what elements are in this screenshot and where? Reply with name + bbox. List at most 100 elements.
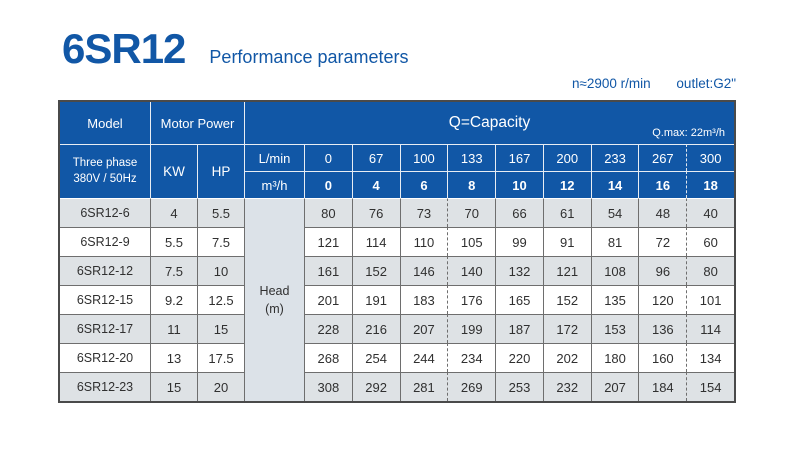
m3h-value-cell: 0 [304, 171, 352, 198]
head-value-cell: 96 [638, 256, 687, 285]
speed-note: n≈2900 r/min [571, 76, 651, 91]
head-value-cell: 161 [304, 256, 352, 285]
head-value-cell: 80 [686, 256, 734, 285]
head-value-cell: 54 [590, 198, 639, 227]
head-value-cell: 73 [399, 198, 448, 227]
head-value-cell: 187 [495, 314, 543, 343]
head-value-cell: 76 [351, 198, 400, 227]
head-value-cell: 220 [495, 343, 543, 372]
model-cell: 6SR12-6 [60, 198, 150, 227]
header-capacity: Q=Capacity Q.max: 22m³/h [244, 102, 734, 144]
head-value-cell: 80 [304, 198, 352, 227]
lmin-value-cell: 0 [304, 144, 352, 171]
kw-cell: 15 [150, 372, 197, 401]
header-lmin: L/min [244, 144, 304, 171]
lmin-value-cell: 167 [495, 144, 543, 171]
head-value-cell: 160 [638, 343, 687, 372]
head-value-cell: 48 [638, 198, 687, 227]
head-value-cell: 180 [590, 343, 639, 372]
kw-cell: 13 [150, 343, 197, 372]
hp-cell: 12.5 [197, 285, 244, 314]
head-value-cell: 136 [638, 314, 687, 343]
head-value-cell: 40 [686, 198, 734, 227]
head-value-cell: 153 [590, 314, 639, 343]
head-value-cell: 101 [686, 285, 734, 314]
head-value-cell: 234 [447, 343, 496, 372]
head-value-cell: 202 [542, 343, 591, 372]
head-value-cell: 70 [447, 198, 496, 227]
head-value-cell: 135 [590, 285, 639, 314]
m3h-value-cell: 12 [542, 171, 591, 198]
head-value-cell: 152 [351, 256, 400, 285]
head-value-cell: 66 [495, 198, 543, 227]
kw-cell: 7.5 [150, 256, 197, 285]
lmin-value-cell: 233 [590, 144, 639, 171]
head-value-cell: 207 [590, 372, 639, 401]
page-title: 6SR12 [62, 25, 186, 72]
model-cell: 6SR12-15 [60, 285, 150, 314]
head-value-cell: 269 [447, 372, 496, 401]
head-value-cell: 99 [495, 227, 543, 256]
head-value-cell: 60 [686, 227, 734, 256]
kw-cell: 9.2 [150, 285, 197, 314]
kw-cell: 5.5 [150, 227, 197, 256]
head-value-cell: 121 [304, 227, 352, 256]
head-value-cell: 114 [686, 314, 734, 343]
header-hp: HP [197, 144, 244, 198]
lmin-value-cell: 267 [638, 144, 687, 171]
head-value-cell: 114 [351, 227, 400, 256]
head-value-cell: 292 [351, 372, 400, 401]
head-value-cell: 201 [304, 285, 352, 314]
lmin-value-cell: 200 [542, 144, 591, 171]
lmin-value-cell: 133 [447, 144, 496, 171]
header-phase: Three phase 380V / 50Hz [60, 144, 150, 198]
m3h-value-cell: 18 [686, 171, 734, 198]
m3h-value-cell: 16 [638, 171, 687, 198]
header-m3h: m³/h [244, 171, 304, 198]
head-value-cell: 207 [399, 314, 448, 343]
head-value-cell: 110 [399, 227, 448, 256]
head-value-cell: 134 [686, 343, 734, 372]
head-value-cell: 184 [638, 372, 687, 401]
head-value-cell: 253 [495, 372, 543, 401]
model-cell: 6SR12-9 [60, 227, 150, 256]
head-value-cell: 154 [686, 372, 734, 401]
hp-cell: 7.5 [197, 227, 244, 256]
hp-cell: 20 [197, 372, 244, 401]
model-cell: 6SR12-20 [60, 343, 150, 372]
title-block: 6SR12 Performance parameters [62, 28, 409, 70]
head-value-cell: 254 [351, 343, 400, 372]
model-cell: 6SR12-23 [60, 372, 150, 401]
head-value-cell: 232 [542, 372, 591, 401]
m3h-value-cell: 10 [495, 171, 543, 198]
head-value-cell: 216 [351, 314, 400, 343]
hp-cell: 10 [197, 256, 244, 285]
lmin-value-cell: 67 [351, 144, 400, 171]
m3h-value-cell: 6 [399, 171, 448, 198]
head-value-cell: 176 [447, 285, 496, 314]
head-value-cell: 165 [495, 285, 543, 314]
lmin-value-cell: 100 [399, 144, 448, 171]
head-value-cell: 72 [638, 227, 687, 256]
head-value-cell: 140 [447, 256, 496, 285]
head-value-cell: 268 [304, 343, 352, 372]
header-model: Model [60, 102, 150, 144]
head-value-cell: 244 [399, 343, 448, 372]
kw-cell: 11 [150, 314, 197, 343]
kw-cell: 4 [150, 198, 197, 227]
head-value-cell: 105 [447, 227, 496, 256]
hp-cell: 5.5 [197, 198, 244, 227]
head-unit-cell: Head (m) [244, 198, 304, 401]
m3h-value-cell: 14 [590, 171, 639, 198]
head-value-cell: 199 [447, 314, 496, 343]
head-value-cell: 146 [399, 256, 448, 285]
lmin-value-cell: 300 [686, 144, 734, 171]
head-value-cell: 108 [590, 256, 639, 285]
header-motor-power: Motor Power [150, 102, 244, 144]
head-value-cell: 81 [590, 227, 639, 256]
head-value-cell: 91 [542, 227, 591, 256]
model-cell: 6SR12-12 [60, 256, 150, 285]
performance-table: Model Motor Power Q=Capacity Q.max: 22m³… [58, 100, 736, 403]
m3h-value-cell: 4 [351, 171, 400, 198]
